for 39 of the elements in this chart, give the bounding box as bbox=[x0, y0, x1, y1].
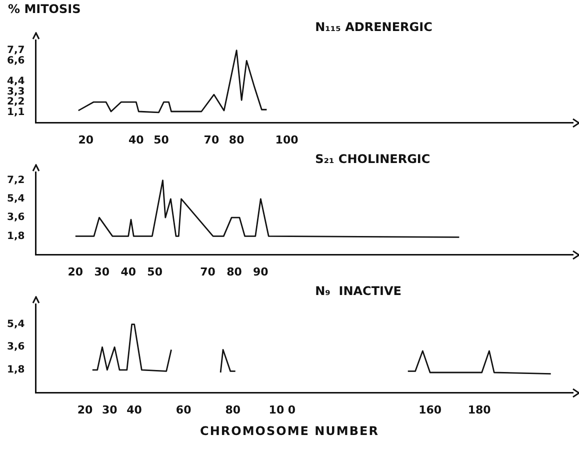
y-tick-label: 7,7 bbox=[6, 44, 25, 56]
y-tick-label: 1,8 bbox=[6, 230, 25, 242]
x-tick-label: 20 bbox=[78, 133, 94, 146]
y-tick-label: 3,3 bbox=[6, 86, 25, 98]
x-tick-label: 160 bbox=[418, 403, 442, 416]
chart-title: S₂₁ CHOLINERGIC bbox=[315, 152, 430, 166]
y-tick-label: 3,6 bbox=[6, 212, 25, 224]
x-tick-label: 90 bbox=[253, 265, 269, 278]
x-axis-title: CHROMOSOME NUMBER bbox=[199, 424, 380, 438]
y-tick-label: 6,6 bbox=[6, 55, 25, 66]
x-tick-label: 30 bbox=[94, 265, 110, 278]
x-tick-label: 20 bbox=[68, 265, 84, 278]
x-tick-label: 10 0 bbox=[268, 403, 296, 416]
x-tick-label: 20 bbox=[77, 403, 94, 416]
y-tick-label: 1,1 bbox=[6, 107, 25, 118]
chart-title: N₁₁₅ ADRENERGIC bbox=[315, 20, 433, 34]
y-tick-label: 5,4 bbox=[6, 318, 25, 330]
chart-title: N₉ INACTIVE bbox=[315, 284, 402, 298]
x-tick-label: 180 bbox=[468, 403, 492, 416]
y-tick-label: 7,2 bbox=[6, 174, 25, 186]
y-tick-label: 1,8 bbox=[6, 364, 25, 376]
x-tick-label: 30 bbox=[102, 403, 118, 416]
x-tick-label: 80 bbox=[225, 403, 241, 416]
x-tick-label: 40 bbox=[120, 265, 136, 278]
x-tick-label: 50 bbox=[154, 133, 170, 146]
y-tick-label: 3,6 bbox=[6, 342, 25, 353]
x-tick-label: 80 bbox=[228, 133, 245, 146]
x-tick-label: 80 bbox=[226, 265, 242, 278]
x-tick-label: 70 bbox=[200, 265, 216, 278]
x-tick-label: 100 bbox=[275, 133, 299, 146]
x-tick-label: 40 bbox=[126, 403, 142, 416]
y-tick-label: 4,4 bbox=[6, 76, 25, 87]
y-tick-label: 2,2 bbox=[6, 96, 25, 108]
x-tick-label: 40 bbox=[128, 133, 144, 146]
x-tick-label: 50 bbox=[147, 265, 163, 278]
y-tick-label: 5,4 bbox=[6, 194, 25, 205]
x-tick-label: 60 bbox=[176, 403, 192, 416]
x-tick-label: 70 bbox=[204, 133, 220, 146]
y-axis-title: % MITOSIS bbox=[7, 1, 82, 18]
